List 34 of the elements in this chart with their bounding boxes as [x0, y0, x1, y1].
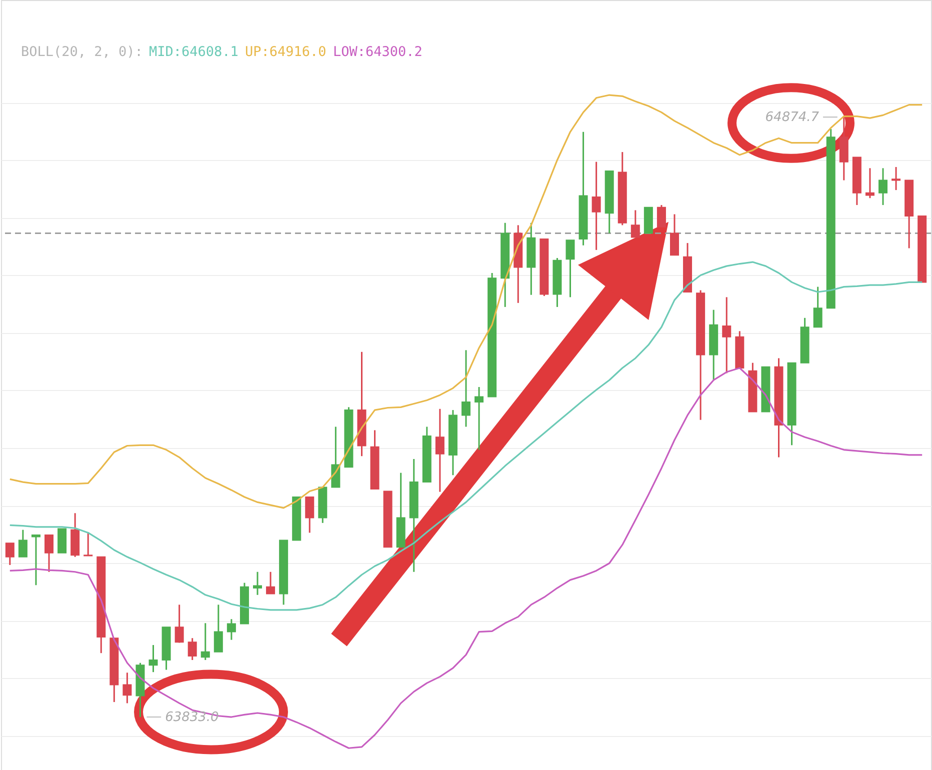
annotation: 64874.7	[765, 110, 820, 126]
candlestick	[266, 571, 276, 595]
candlestick	[84, 531, 93, 557]
annotation: 63833.0	[165, 710, 219, 726]
candlestick	[656, 204, 666, 228]
candlestick	[474, 386, 484, 451]
candlestick	[18, 529, 28, 558]
text: MID:64608.1	[149, 44, 238, 60]
legend-title: BOLL(20, 2, 0):	[21, 44, 143, 60]
candlestick	[630, 209, 640, 238]
candlestick	[566, 239, 575, 298]
candlestick	[226, 618, 236, 641]
candlestick	[148, 644, 158, 673]
candlestick	[200, 622, 210, 661]
candlestick	[188, 637, 197, 661]
candlestick	[813, 286, 822, 328]
candlestick	[670, 213, 679, 256]
candlestick	[44, 534, 54, 573]
candlestick	[174, 604, 184, 644]
candlestick	[253, 571, 262, 596]
candlestick	[31, 534, 40, 586]
candlestick	[592, 161, 601, 251]
text: UP:64916.0	[245, 44, 326, 60]
candlestick	[5, 542, 14, 566]
candlestick	[462, 349, 470, 428]
candlestick	[305, 496, 314, 534]
candlestick	[892, 166, 901, 191]
candlestick	[435, 408, 444, 493]
candlestick	[878, 167, 888, 206]
candlestick	[214, 604, 223, 653]
candlestick	[722, 296, 732, 374]
text: LOW:64300.2	[333, 44, 422, 60]
candlestick	[865, 167, 874, 199]
candlestick	[122, 672, 132, 704]
